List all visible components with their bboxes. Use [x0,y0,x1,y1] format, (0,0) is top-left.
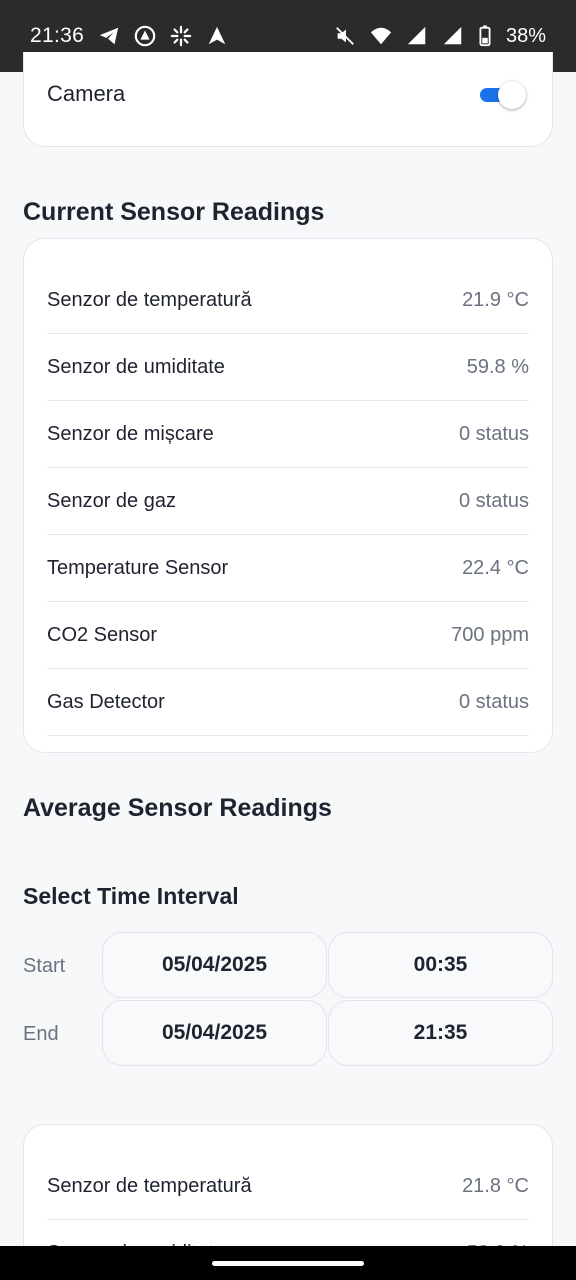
toggle-knob [498,81,526,109]
current-readings-list: Senzor de temperatură 21.9 °C Senzor de … [47,267,529,736]
navigation-bar [0,1246,576,1280]
list-item: Senzor de umiditate 59.8 % [47,334,529,401]
list-item: Temperature Sensor 22.4 °C [47,535,529,602]
sparkle-icon [170,25,192,47]
sensor-value: 22.4 °C [462,556,529,579]
start-date-button[interactable]: 05/04/2025 [102,932,327,998]
list-item: Senzor de mișcare 0 status [47,401,529,468]
sensor-value: 0 status [458,690,529,713]
list-item: CO2 Sensor 700 ppm [47,602,529,669]
list-item: Gas Detector 0 status [47,669,529,736]
signal-icon [406,25,428,47]
end-label: End [23,1023,59,1045]
telegram-icon [98,25,120,47]
sensor-value: 21.8 °C [462,1174,529,1197]
mute-icon [334,25,356,47]
time-interval-title: Select Time Interval [23,883,239,909]
home-gesture-handle[interactable] [212,1261,364,1266]
sensor-value: 21.9 °C [462,288,529,311]
status-left: 21:36 [30,24,228,48]
sensor-value: 0 status [458,489,529,512]
camera-card: Camera [23,52,553,147]
list-item: Senzor de temperatură 21.9 °C [47,267,529,334]
sensor-name: Senzor de gaz [47,489,176,512]
current-readings-title: Current Sensor Readings [23,198,325,226]
sensor-value: 700 ppm [451,623,529,646]
sensor-name: Temperature Sensor [47,556,229,579]
sensor-name: CO2 Sensor [47,623,158,646]
sensor-name: Gas Detector [47,690,165,713]
list-item: Senzor de temperatură 21.8 °C [47,1153,529,1220]
camera-label: Camera [47,81,126,106]
average-readings-title: Average Sensor Readings [23,794,332,822]
sensor-name: Senzor de mișcare [47,422,214,445]
wifi-icon [370,25,392,47]
signal-icon [442,25,464,47]
battery-percent: 38% [505,24,546,47]
list-item: Senzor de gaz 0 status [47,468,529,535]
app-icon [134,25,156,47]
sensor-name: Senzor de temperatură [47,1174,252,1197]
status-time: 21:36 [30,24,85,47]
sensor-name: Senzor de temperatură [47,288,252,311]
camera-row: Camera [47,74,526,114]
start-label: Start [23,955,66,977]
sensor-value: 59.8 % [466,355,529,378]
end-date-button[interactable]: 05/04/2025 [102,1000,327,1066]
current-readings-card: Senzor de temperatură 21.9 °C Senzor de … [23,238,553,753]
battery-icon [478,25,492,47]
start-time-button[interactable]: 00:35 [328,932,553,998]
sensor-name: Senzor de umiditate [47,355,225,378]
end-time-button[interactable]: 21:35 [328,1000,553,1066]
status-right: 38% [334,25,546,48]
camera-toggle[interactable] [480,81,526,109]
nav-arrow-icon [206,25,228,47]
sensor-value: 0 status [458,422,529,445]
